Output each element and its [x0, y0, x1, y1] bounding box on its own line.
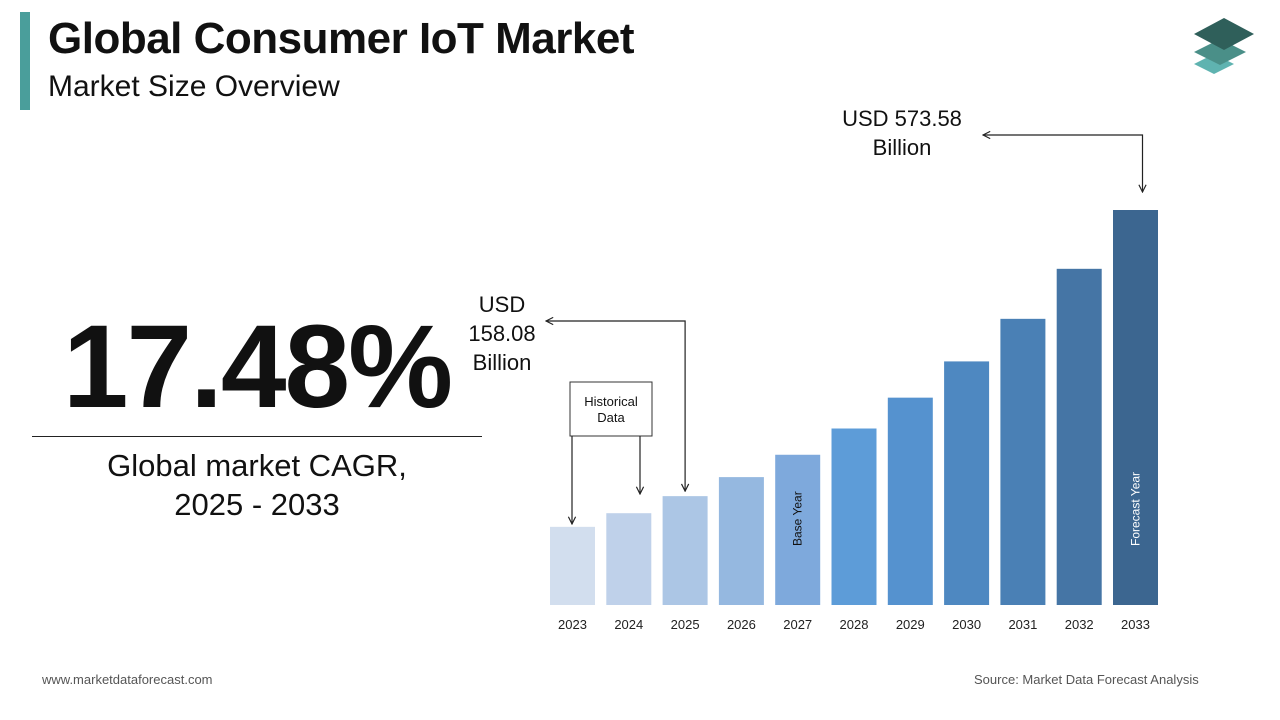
x-tick-2029: 2029: [896, 617, 925, 632]
layers-logo-icon: [1194, 18, 1254, 74]
start-value-arrow: [546, 321, 685, 491]
historical-data-box: [569, 381, 653, 437]
cagr-caption-line1: Global market CAGR,: [107, 448, 407, 483]
bar-2029: [887, 397, 933, 605]
logo-layer-top: [1194, 18, 1254, 50]
annotations-layer: Base Year Forecast Year USD 158.08 Billion US…: [468, 106, 1142, 546]
logo-layer-middle: [1194, 39, 1246, 65]
x-tick-2025: 2025: [671, 617, 700, 632]
cagr-caption: Global market CAGR, 2025 - 2033: [32, 446, 482, 524]
x-tick-2032: 2032: [1065, 617, 1094, 632]
x-tick-2028: 2028: [840, 617, 869, 632]
bar-2027: [775, 454, 821, 605]
bar-2026: [718, 477, 764, 605]
bar-2028: [831, 428, 877, 605]
page-title: Global Consumer IoT Market: [48, 14, 634, 63]
x-tick-2033: 2033: [1121, 617, 1150, 632]
x-tick-2031: 2031: [1008, 617, 1037, 632]
start-value-label-line3: Billion: [473, 350, 532, 375]
cagr-value: 17.48%: [62, 301, 453, 433]
footer-website: www.marketdataforecast.com: [42, 672, 213, 687]
bar-2033: [1113, 210, 1158, 605]
cagr-caption-line2: 2025 - 2033: [174, 487, 340, 522]
x-tick-2026: 2026: [727, 617, 756, 632]
x-tick-2024: 2024: [614, 617, 643, 632]
title-accent-bar: [20, 12, 30, 110]
bar-2023: [550, 526, 595, 605]
start-value-label-line1: USD: [479, 292, 525, 317]
historical-data-label-line2: Data: [597, 410, 625, 425]
bar-label-2027: Base Year: [791, 491, 805, 546]
end-value-label-line2: Billion: [873, 135, 932, 160]
bar-2030: [944, 361, 990, 605]
bar-2031: [1000, 318, 1046, 605]
x-tick-2023: 2023: [558, 617, 587, 632]
bar-2024: [606, 513, 652, 605]
bar-label-2033: Forecast Year: [1129, 472, 1143, 546]
x-tick-labels: 2023 2024 2025 2026 2027 2028 2029 2030 2031 2032…: [558, 617, 1150, 632]
bar-2025: [662, 496, 708, 605]
bars-layer: [550, 210, 1158, 605]
cagr-divider: [32, 436, 482, 437]
footer-source: Source: Market Data Forecast Analysis: [974, 672, 1199, 687]
page-subtitle: Market Size Overview: [48, 70, 340, 103]
bar-2032: [1056, 268, 1102, 605]
start-value-label-line2: 158.08: [468, 321, 535, 346]
end-value-label-line1: USD 573.58: [842, 106, 962, 131]
historical-data-label-line1: Historical: [584, 394, 638, 409]
end-value-arrow: [983, 135, 1143, 192]
x-tick-2027: 2027: [783, 617, 812, 632]
x-tick-2030: 2030: [952, 617, 981, 632]
